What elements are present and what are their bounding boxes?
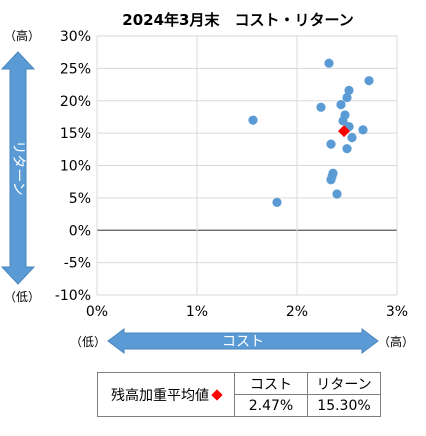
x-tick-label: 2%	[286, 304, 308, 320]
y-tick-label: -5%	[64, 256, 91, 272]
summary-label-cell: 残高加重平均値	[97, 372, 235, 417]
y-tick-label: 25%	[60, 61, 91, 77]
return-header: リターン	[307, 372, 381, 395]
y-low-label: （低）	[4, 290, 40, 304]
y-high-label: （高）	[4, 28, 40, 43]
scatter-chart: 2024年3月末 コスト・リターン -10% -5% 0% 5% 10% 15% 20% 25…	[0, 11, 414, 354]
cost-header: コスト	[234, 372, 308, 395]
fund-point	[272, 197, 282, 208]
y-tick-label: 5%	[69, 191, 91, 207]
fund-point	[324, 58, 334, 68]
y-tick-label: 15%	[60, 126, 91, 142]
fund-point	[340, 110, 350, 120]
cost-value: 2.47%	[234, 394, 308, 417]
x-axis-arrow: コスト	[107, 328, 379, 354]
summary-label: 残高加重平均値	[111, 387, 209, 404]
fund-point	[316, 102, 326, 112]
x-axis-label: コスト	[222, 334, 264, 350]
y-axis-label: リターン	[10, 140, 26, 195]
y-axis-arrow: リターン	[0, 51, 36, 285]
fund-point	[342, 144, 352, 154]
y-tick-label: 30%	[60, 29, 91, 45]
fund-point	[347, 133, 357, 143]
y-tick-label: 10%	[60, 159, 91, 175]
x-tick-label: 1%	[186, 304, 208, 320]
y-tick-label: 20%	[60, 94, 91, 110]
x-low-label: （低）	[70, 335, 106, 349]
x-tick-label: 0%	[86, 304, 108, 320]
weighted-average-point	[338, 125, 350, 138]
fund-point	[326, 139, 336, 149]
y-tick-label: 0%	[69, 223, 91, 239]
summary-table: 残高加重平均値 コスト リターン 2.47% 15.30%	[97, 372, 381, 417]
x-high-label: （高）	[378, 334, 414, 349]
fund-point	[336, 100, 346, 110]
fund-point	[344, 85, 354, 95]
fund-point	[332, 189, 342, 199]
x-tick-label: 3%	[386, 304, 408, 320]
fund-point	[328, 168, 338, 178]
fund-point	[248, 115, 258, 125]
return-value: 15.30%	[307, 394, 381, 417]
fund-point	[358, 125, 368, 135]
red-diamond-icon	[211, 388, 223, 401]
chart-title: 2024年3月末 コスト・リターン	[122, 11, 353, 29]
fund-point	[342, 92, 352, 103]
fund-point	[364, 76, 374, 86]
y-tick-label: -10%	[55, 288, 91, 304]
